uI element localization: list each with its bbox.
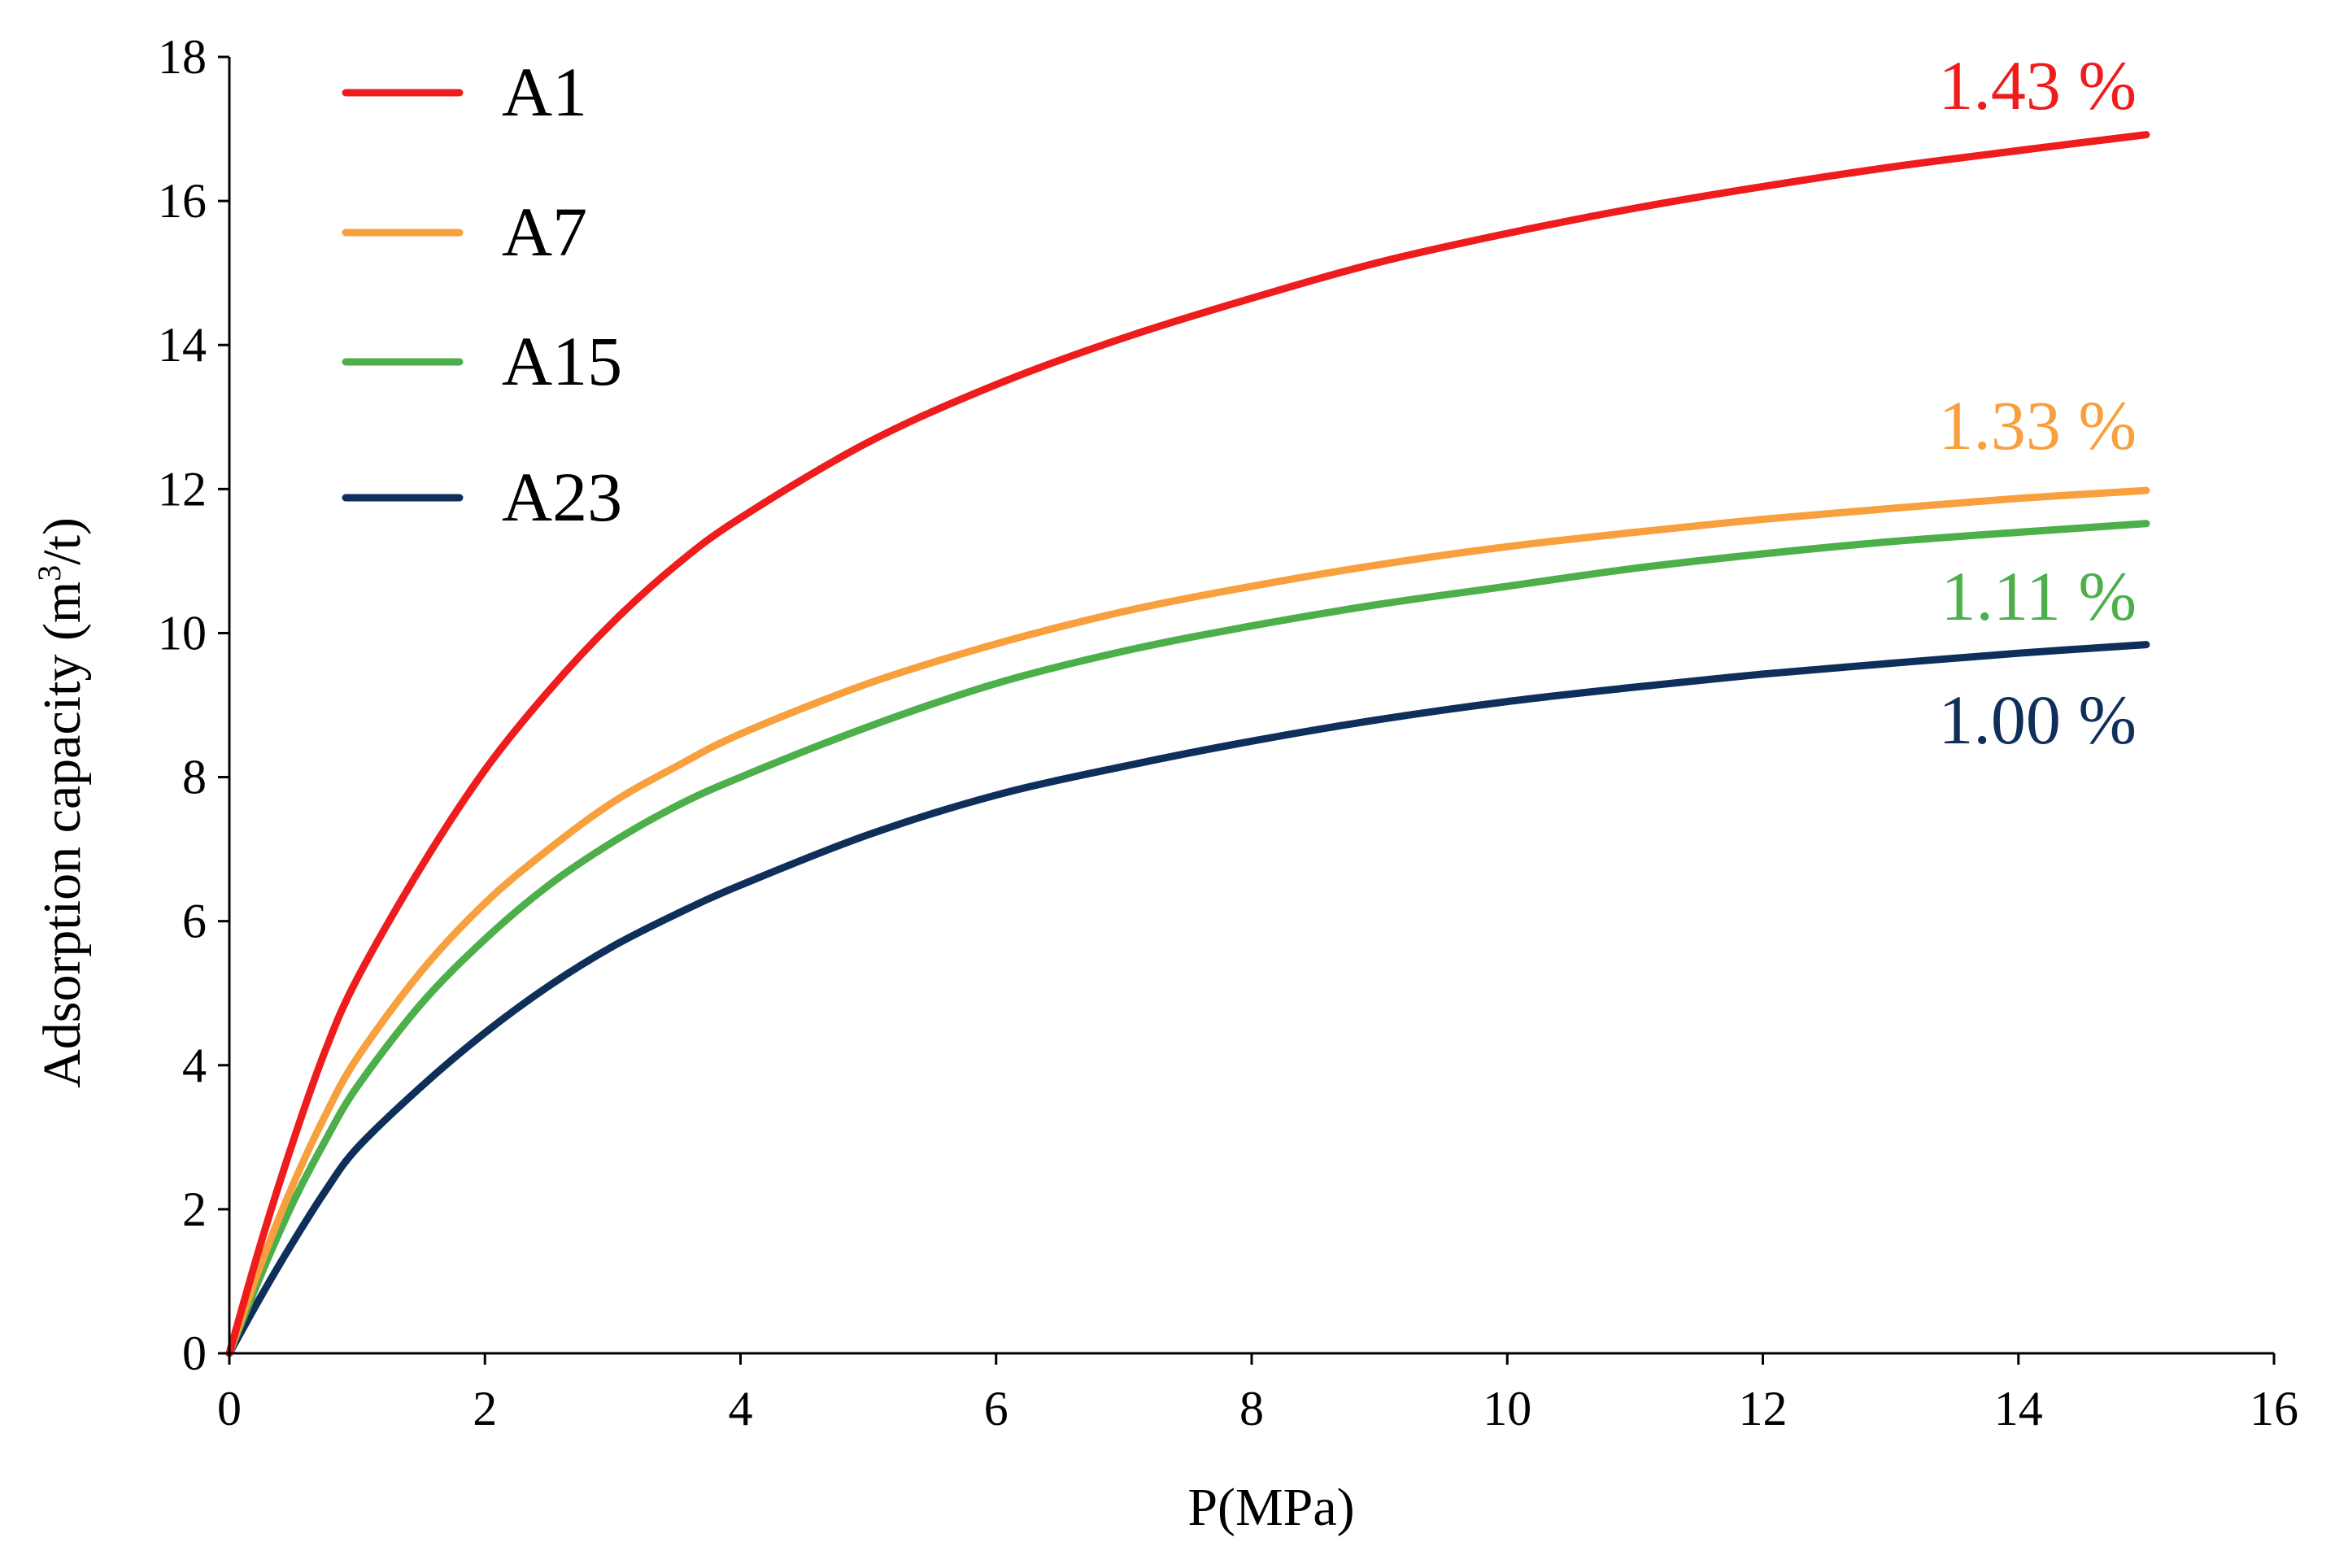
x-tick-label: 4 [729, 1382, 753, 1435]
legend-label-a23: A23 [502, 458, 622, 536]
y-tick-label: 0 [182, 1326, 207, 1380]
series-annotation-a1: 1.43 % [1938, 46, 2137, 124]
series-annotations: 1.43 % 1.33 % 1.11 % 1.00 % [1938, 46, 2137, 759]
y-tick-label: 8 [182, 751, 207, 804]
series-annotation-a23: 1.00 % [1938, 681, 2137, 759]
y-tick-label: 2 [182, 1183, 207, 1236]
y-axis-title-superscript: 3 [31, 565, 68, 581]
series-annotation-a15: 1.11 % [1941, 557, 2137, 635]
legend-label-a1: A1 [502, 53, 587, 131]
y-tick-label: 18 [158, 30, 207, 84]
x-tick-label: 8 [1239, 1382, 1264, 1435]
x-tick-label: 16 [2250, 1382, 2298, 1435]
x-tick-label: 12 [1739, 1382, 1788, 1435]
x-tick-label: 10 [1483, 1382, 1531, 1435]
x-axis-title: P(MPa) [1187, 1478, 1354, 1537]
y-axis-title-tail: /t) [33, 517, 92, 565]
legend: A1 A7 A15 A23 [342, 53, 622, 536]
series-line-a1 [225, 131, 2150, 1357]
y-tick-label: 14 [158, 318, 207, 372]
series-line-a7 [225, 486, 2150, 1357]
series-layer [225, 131, 2150, 1357]
series-line-a23 [225, 641, 2150, 1357]
y-tick-label: 16 [158, 174, 207, 228]
x-tick-label: 2 [473, 1382, 497, 1435]
legend-label-a7: A7 [502, 193, 587, 271]
ticks: 0 2 4 6 8 10 12 14 16 0 2 4 6 8 10 12 14 16 18 [158, 30, 2298, 1435]
series-line-a15 [225, 520, 2150, 1357]
y-axis-title-text: Adsorption capacity (m [33, 581, 92, 1088]
x-tick-label: 6 [984, 1382, 1008, 1435]
legend-label-a15: A15 [502, 322, 622, 400]
y-tick-label: 12 [158, 462, 207, 516]
series-annotation-a7: 1.33 % [1938, 386, 2137, 464]
x-tick-label: 14 [1994, 1382, 2043, 1435]
y-axis-title: Adsorption capacity (m3/t) [31, 517, 92, 1088]
y-tick-label: 4 [182, 1039, 207, 1092]
y-tick-label: 10 [158, 606, 207, 660]
x-tick-label: 0 [217, 1382, 242, 1435]
y-tick-label: 6 [182, 895, 207, 948]
